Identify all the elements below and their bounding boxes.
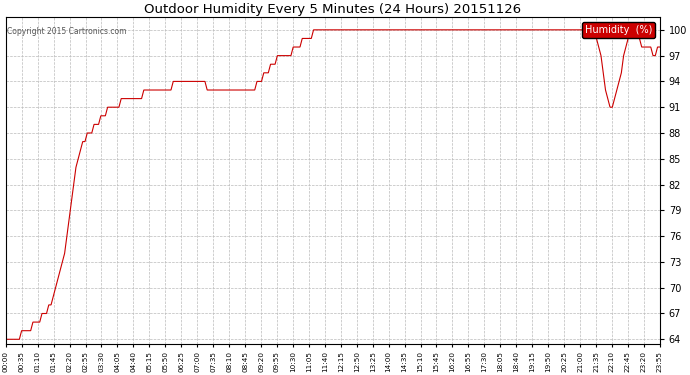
Text: Copyright 2015 Cartronics.com: Copyright 2015 Cartronics.com <box>7 27 126 36</box>
Title: Outdoor Humidity Every 5 Minutes (24 Hours) 20151126: Outdoor Humidity Every 5 Minutes (24 Hou… <box>144 3 522 16</box>
Legend: Humidity  (%): Humidity (%) <box>582 22 655 38</box>
